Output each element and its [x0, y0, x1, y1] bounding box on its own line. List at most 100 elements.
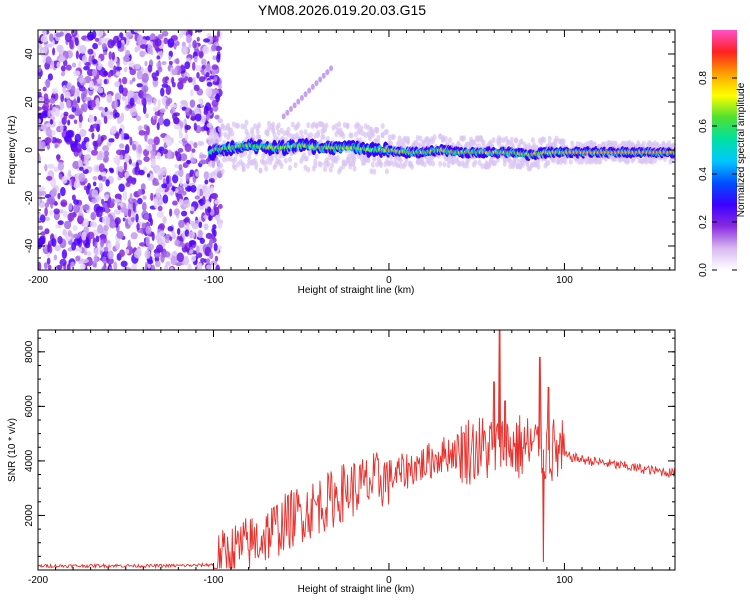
- noise-blob: [139, 44, 148, 49]
- halo-blob: [492, 160, 497, 167]
- noise-blob: [60, 124, 64, 133]
- halo-blob: [233, 156, 238, 163]
- halo-blob: [217, 126, 222, 133]
- noise-blob: [47, 196, 56, 205]
- noise-blob: [199, 160, 207, 165]
- noise-blob: [51, 238, 57, 247]
- noise-blob: [208, 177, 215, 183]
- noise-blob: [114, 92, 122, 102]
- noise-blob: [186, 222, 190, 231]
- noise-blob: [103, 115, 108, 124]
- noise-blob: [56, 264, 63, 270]
- noise-blob: [145, 113, 150, 119]
- noise-blob: [125, 49, 131, 57]
- noise-blob: [44, 207, 48, 217]
- noise-blob: [195, 30, 203, 33]
- noise-blob: [142, 105, 147, 115]
- halo-blob: [306, 166, 311, 173]
- halo-blob: [372, 156, 377, 163]
- halo-blob: [498, 137, 503, 144]
- spectrogram-y-axis-label: Frequency (Hz): [7, 116, 18, 185]
- noise-blob: [152, 76, 159, 82]
- noise-blob: [113, 65, 117, 75]
- spectrogram-marks: [38, 30, 679, 270]
- noise-blob: [217, 221, 223, 230]
- noise-blob: [162, 76, 169, 85]
- halo-blob: [563, 158, 568, 165]
- halo-blob: [384, 128, 389, 135]
- noise-blob: [211, 64, 219, 70]
- noise-blob: [137, 144, 142, 154]
- noise-blob: [214, 114, 220, 120]
- colorbar-tick-label: 0.0: [698, 263, 709, 277]
- noise-blob: [120, 112, 125, 122]
- noise-blob: [78, 247, 83, 253]
- noise-blob: [118, 249, 125, 257]
- noise-blob: [161, 148, 169, 155]
- noise-blob: [44, 202, 50, 208]
- noise-blob: [145, 35, 151, 41]
- halo-blob: [675, 150, 679, 156]
- halo-blob: [471, 139, 476, 146]
- noise-blob: [160, 254, 165, 263]
- x-tick-label: 0: [386, 575, 392, 586]
- x-tick-label: 100: [556, 575, 573, 586]
- noise-blob: [147, 259, 154, 265]
- noise-blob: [133, 30, 142, 33]
- noise-blob: [96, 30, 104, 38]
- halo-blob: [405, 135, 410, 142]
- noise-blob: [73, 233, 81, 239]
- noise-blob: [156, 210, 164, 218]
- noise-blob: [205, 87, 213, 97]
- noise-blob: [125, 181, 131, 187]
- halo-blob: [257, 122, 262, 129]
- noise-blob: [209, 251, 214, 260]
- noise-blob: [210, 185, 214, 194]
- noise-blob: [195, 252, 203, 259]
- noise-blob: [216, 30, 221, 38]
- noise-blob: [87, 48, 94, 55]
- halo-blob: [257, 134, 262, 141]
- noise-blob: [38, 96, 45, 106]
- noise-blob: [180, 210, 188, 217]
- noise-blob: [130, 177, 137, 185]
- noise-blob: [158, 231, 165, 237]
- colorbar-tick-label: 0.2: [698, 215, 709, 229]
- noise-blob: [38, 118, 42, 124]
- y-tick-label: -20: [24, 190, 35, 205]
- noise-blob: [166, 149, 173, 160]
- halo-blob: [345, 123, 350, 130]
- noise-blob: [150, 192, 154, 201]
- noise-blob: [189, 99, 196, 108]
- halo-blob: [304, 155, 309, 162]
- noise-blob: [194, 195, 201, 200]
- halo-blob: [491, 137, 496, 144]
- noise-blob: [82, 54, 88, 64]
- noise-blob: [196, 36, 200, 42]
- ridge-peak: [676, 151, 679, 154]
- noise-blob: [197, 262, 203, 270]
- noise-blob: [95, 97, 100, 107]
- halo-blob: [418, 135, 423, 142]
- noise-blob: [103, 70, 108, 77]
- noise-blob: [147, 243, 154, 251]
- noise-blob: [78, 44, 87, 55]
- noise-blob: [202, 45, 210, 55]
- halo-blob: [675, 141, 679, 147]
- noise-blob: [60, 186, 66, 197]
- ridge-mid: [675, 149, 679, 155]
- side-feature-blob: [299, 94, 304, 101]
- noise-blob: [38, 153, 41, 163]
- noise-blob: [68, 202, 73, 211]
- halo-blob: [542, 136, 547, 143]
- halo-blob: [264, 165, 269, 172]
- noise-blob: [71, 30, 76, 35]
- halo-blob: [290, 121, 295, 128]
- noise-blob: [76, 96, 81, 104]
- noise-blob: [142, 195, 147, 200]
- halo-blob: [283, 137, 288, 144]
- noise-blob: [175, 58, 180, 65]
- noise-blob: [105, 179, 110, 187]
- noise-blob: [204, 187, 211, 197]
- noise-blob: [47, 73, 53, 81]
